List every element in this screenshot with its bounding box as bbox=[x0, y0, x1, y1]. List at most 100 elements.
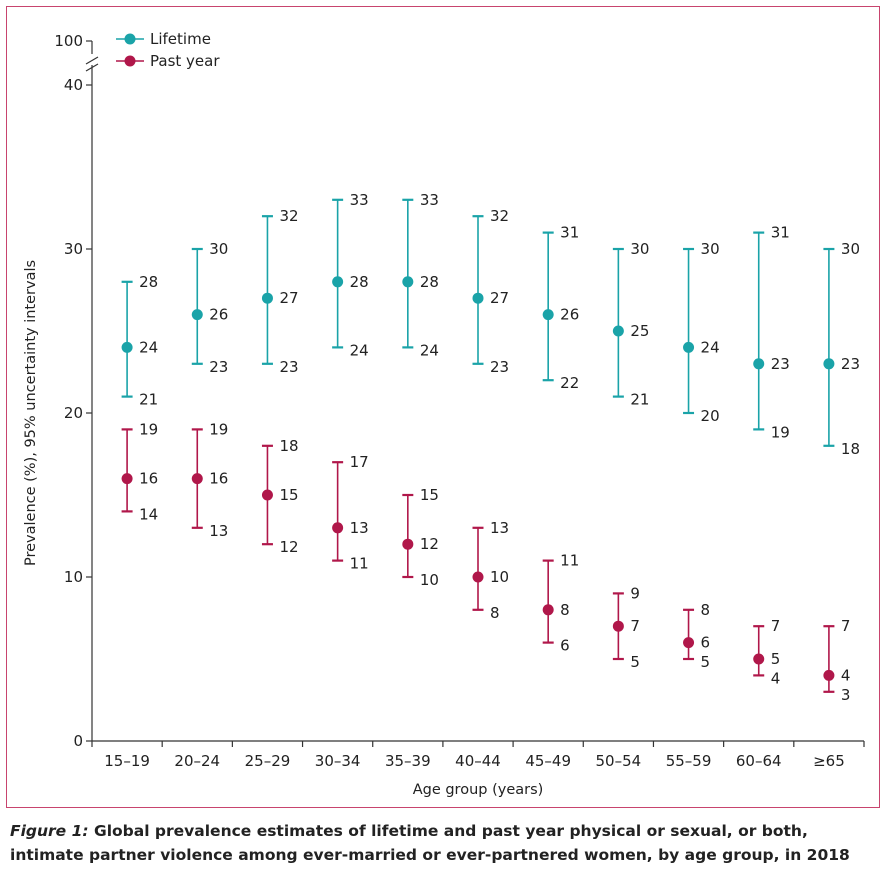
past-year-value-label: 16 bbox=[139, 470, 158, 488]
figure-caption: Figure 1: Global prevalence estimates of… bbox=[10, 819, 880, 867]
past-year-lower-label: 8 bbox=[490, 604, 500, 622]
lifetime-value-label: 26 bbox=[560, 306, 579, 324]
chart-legend: Lifetime Past year bbox=[116, 30, 220, 70]
past-year-upper-label: 7 bbox=[841, 617, 851, 635]
lifetime-lower-label: 20 bbox=[701, 407, 720, 425]
past-year-point bbox=[121, 473, 133, 485]
lifetime-value-label: 25 bbox=[630, 322, 649, 340]
y-tick-label: 20 bbox=[64, 404, 83, 422]
past-year-lower-label: 12 bbox=[279, 538, 298, 556]
past-year-lower-label: 13 bbox=[209, 522, 228, 540]
past-year-upper-label: 11 bbox=[560, 552, 579, 570]
lifetime-lower-label: 23 bbox=[209, 358, 228, 376]
y-tick-label: 40 bbox=[64, 76, 83, 94]
lifetime-point bbox=[612, 325, 624, 337]
lifetime-value-label: 27 bbox=[490, 289, 509, 307]
axis-break-mark bbox=[85, 63, 99, 72]
past-year-upper-label: 18 bbox=[279, 437, 298, 455]
past-year-point bbox=[402, 538, 414, 550]
x-tick-label: 35–39 bbox=[385, 752, 431, 770]
lifetime-lower-label: 24 bbox=[350, 341, 369, 359]
caption-text: Global prevalence estimates of lifetime … bbox=[10, 822, 850, 864]
x-tick-label: 20–24 bbox=[174, 752, 220, 770]
past-year-lower-label: 3 bbox=[841, 686, 851, 704]
past-year-value-label: 4 bbox=[841, 666, 851, 684]
past-year-value-label: 5 bbox=[771, 650, 781, 668]
past-year-point bbox=[823, 669, 835, 681]
lifetime-upper-label: 31 bbox=[560, 224, 579, 242]
y-tick-label: 10 bbox=[64, 568, 83, 586]
lifetime-point bbox=[472, 292, 484, 304]
lifetime-lower-label: 24 bbox=[420, 341, 439, 359]
x-tick-label: 60–64 bbox=[736, 752, 782, 770]
lifetime-upper-label: 33 bbox=[350, 191, 369, 209]
x-tick-label: 40–44 bbox=[455, 752, 501, 770]
lifetime-upper-label: 32 bbox=[279, 207, 298, 225]
x-tick-label: 30–34 bbox=[315, 752, 361, 770]
lifetime-upper-label: 31 bbox=[771, 224, 790, 242]
lifetime-upper-label: 33 bbox=[420, 191, 439, 209]
lifetime-value-label: 28 bbox=[350, 273, 369, 291]
lifetime-lower-label: 23 bbox=[490, 358, 509, 376]
lifetime-lower-label: 22 bbox=[560, 374, 579, 392]
past-year-point bbox=[191, 473, 203, 485]
past-year-upper-label: 19 bbox=[209, 420, 228, 438]
lifetime-lower-label: 21 bbox=[630, 391, 649, 409]
lifetime-point bbox=[753, 358, 765, 370]
past-year-upper-label: 19 bbox=[139, 420, 158, 438]
chart-marks: 2824213026233227233328243328243227233126… bbox=[121, 191, 860, 704]
lifetime-lower-label: 23 bbox=[279, 358, 298, 376]
axis-break-mark bbox=[85, 56, 99, 65]
past-year-value-label: 12 bbox=[420, 535, 439, 553]
past-year-upper-label: 7 bbox=[771, 617, 781, 635]
lifetime-lower-label: 21 bbox=[139, 391, 158, 409]
lifetime-upper-label: 30 bbox=[630, 240, 649, 258]
lifetime-upper-label: 30 bbox=[701, 240, 720, 258]
legend-label-lifetime: Lifetime bbox=[150, 30, 211, 48]
y-tick-label: 30 bbox=[64, 240, 83, 258]
lifetime-value-label: 23 bbox=[841, 355, 860, 373]
x-tick-label: 15–19 bbox=[104, 752, 150, 770]
y-axis-title: Prevalence (%), 95% uncertainty interval… bbox=[23, 260, 39, 566]
lifetime-value-label: 24 bbox=[701, 338, 720, 356]
lifetime-lower-label: 19 bbox=[771, 423, 790, 441]
y-tick-label: 0 bbox=[73, 732, 83, 750]
legend-label-past-year: Past year bbox=[150, 52, 220, 70]
past-year-lower-label: 11 bbox=[350, 555, 369, 573]
past-year-lower-label: 14 bbox=[139, 505, 158, 523]
past-year-point bbox=[332, 522, 344, 534]
lifetime-point bbox=[332, 276, 344, 288]
lifetime-value-label: 24 bbox=[139, 338, 158, 356]
past-year-value-label: 7 bbox=[630, 617, 640, 635]
past-year-point bbox=[753, 653, 765, 665]
past-year-value-label: 15 bbox=[279, 486, 298, 504]
lifetime-upper-label: 30 bbox=[841, 240, 860, 258]
legend-marker-past-year bbox=[124, 55, 136, 67]
past-year-upper-label: 9 bbox=[630, 584, 640, 602]
legend-marker-lifetime bbox=[124, 33, 136, 45]
past-year-value-label: 6 bbox=[701, 634, 711, 652]
past-year-value-label: 16 bbox=[209, 470, 228, 488]
lifetime-lower-label: 18 bbox=[841, 440, 860, 458]
past-year-lower-label: 10 bbox=[420, 571, 439, 589]
past-year-value-label: 13 bbox=[350, 519, 369, 537]
past-year-lower-label: 5 bbox=[701, 653, 711, 671]
lifetime-upper-label: 30 bbox=[209, 240, 228, 258]
lifetime-value-label: 26 bbox=[209, 306, 228, 324]
past-year-upper-label: 17 bbox=[350, 453, 369, 471]
past-year-lower-label: 6 bbox=[560, 637, 570, 655]
x-tick-label: 45–49 bbox=[525, 752, 571, 770]
lifetime-point bbox=[823, 358, 835, 370]
x-tick-label: 50–54 bbox=[596, 752, 642, 770]
lifetime-point bbox=[402, 276, 414, 288]
x-tick-label: 55–59 bbox=[666, 752, 712, 770]
past-year-value-label: 10 bbox=[490, 568, 509, 586]
chart-axes: 100 0 10 20 30 40 15–19 20–24 25–29 30–34 35–39 40–… bbox=[54, 32, 865, 770]
past-year-point bbox=[472, 571, 484, 583]
past-year-lower-label: 4 bbox=[771, 669, 781, 687]
past-year-point bbox=[261, 489, 273, 501]
lifetime-upper-label: 28 bbox=[139, 273, 158, 291]
lifetime-value-label: 23 bbox=[771, 355, 790, 373]
error-bar-chart: 100 0 10 20 30 40 15–19 20–24 25–29 30–34 35–39 40–… bbox=[23, 30, 865, 798]
past-year-point bbox=[612, 620, 624, 632]
